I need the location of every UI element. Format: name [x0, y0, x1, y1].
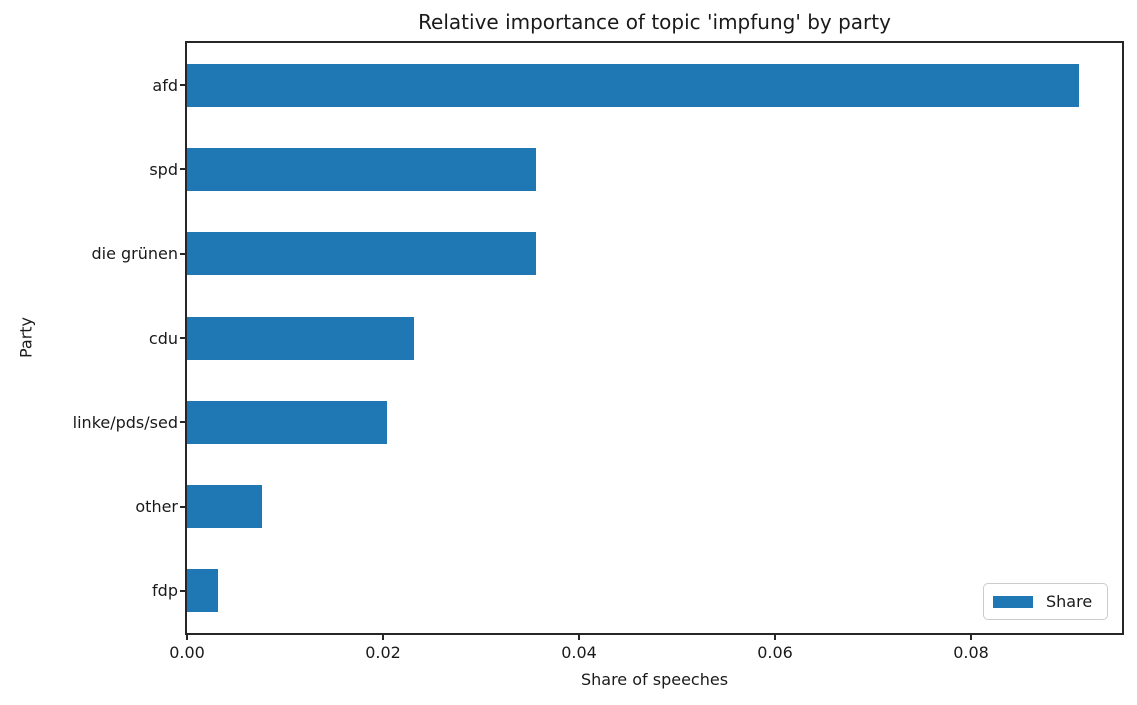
bar-fdp	[187, 569, 218, 612]
chart-title: Relative importance of topic 'impfung' b…	[418, 10, 891, 34]
x-tick-label: 0.02	[365, 643, 401, 662]
bar-spd	[187, 148, 536, 191]
x-tick	[186, 635, 188, 640]
y-tick	[180, 590, 185, 592]
y-tick	[180, 421, 185, 423]
y-tick-label: cdu	[148, 329, 178, 348]
y-tick-label: linke/pds/sed	[72, 413, 178, 432]
bar-die-gr-nen	[187, 232, 536, 275]
y-tick	[180, 253, 185, 255]
y-tick-label: other	[135, 497, 178, 516]
legend: Share	[983, 583, 1108, 620]
y-axis-label: Party	[16, 316, 36, 359]
bar-afd	[187, 64, 1079, 107]
x-tick	[774, 635, 776, 640]
y-tick-label: die grünen	[91, 244, 178, 263]
x-axis-label: Share of speeches	[580, 670, 729, 689]
bar-linke-pds-sed	[187, 401, 387, 444]
y-tick	[180, 337, 185, 339]
legend-label: Share	[1046, 592, 1093, 611]
y-tick	[180, 168, 185, 170]
x-tick	[382, 635, 384, 640]
legend-swatch	[993, 595, 1033, 608]
y-tick	[180, 84, 185, 86]
plot-area	[185, 41, 1124, 635]
bar-cdu	[187, 317, 414, 360]
y-tick-label: spd	[149, 160, 178, 179]
x-tick	[970, 635, 972, 640]
y-tick-label: afd	[152, 76, 178, 95]
y-tick	[180, 506, 185, 508]
x-tick	[578, 635, 580, 640]
y-tick-label: fdp	[152, 581, 178, 600]
x-tick-label: 0.00	[169, 643, 205, 662]
x-tick-label: 0.06	[757, 643, 793, 662]
x-tick-label: 0.04	[561, 643, 597, 662]
bar-other	[187, 485, 262, 528]
x-tick-label: 0.08	[953, 643, 989, 662]
